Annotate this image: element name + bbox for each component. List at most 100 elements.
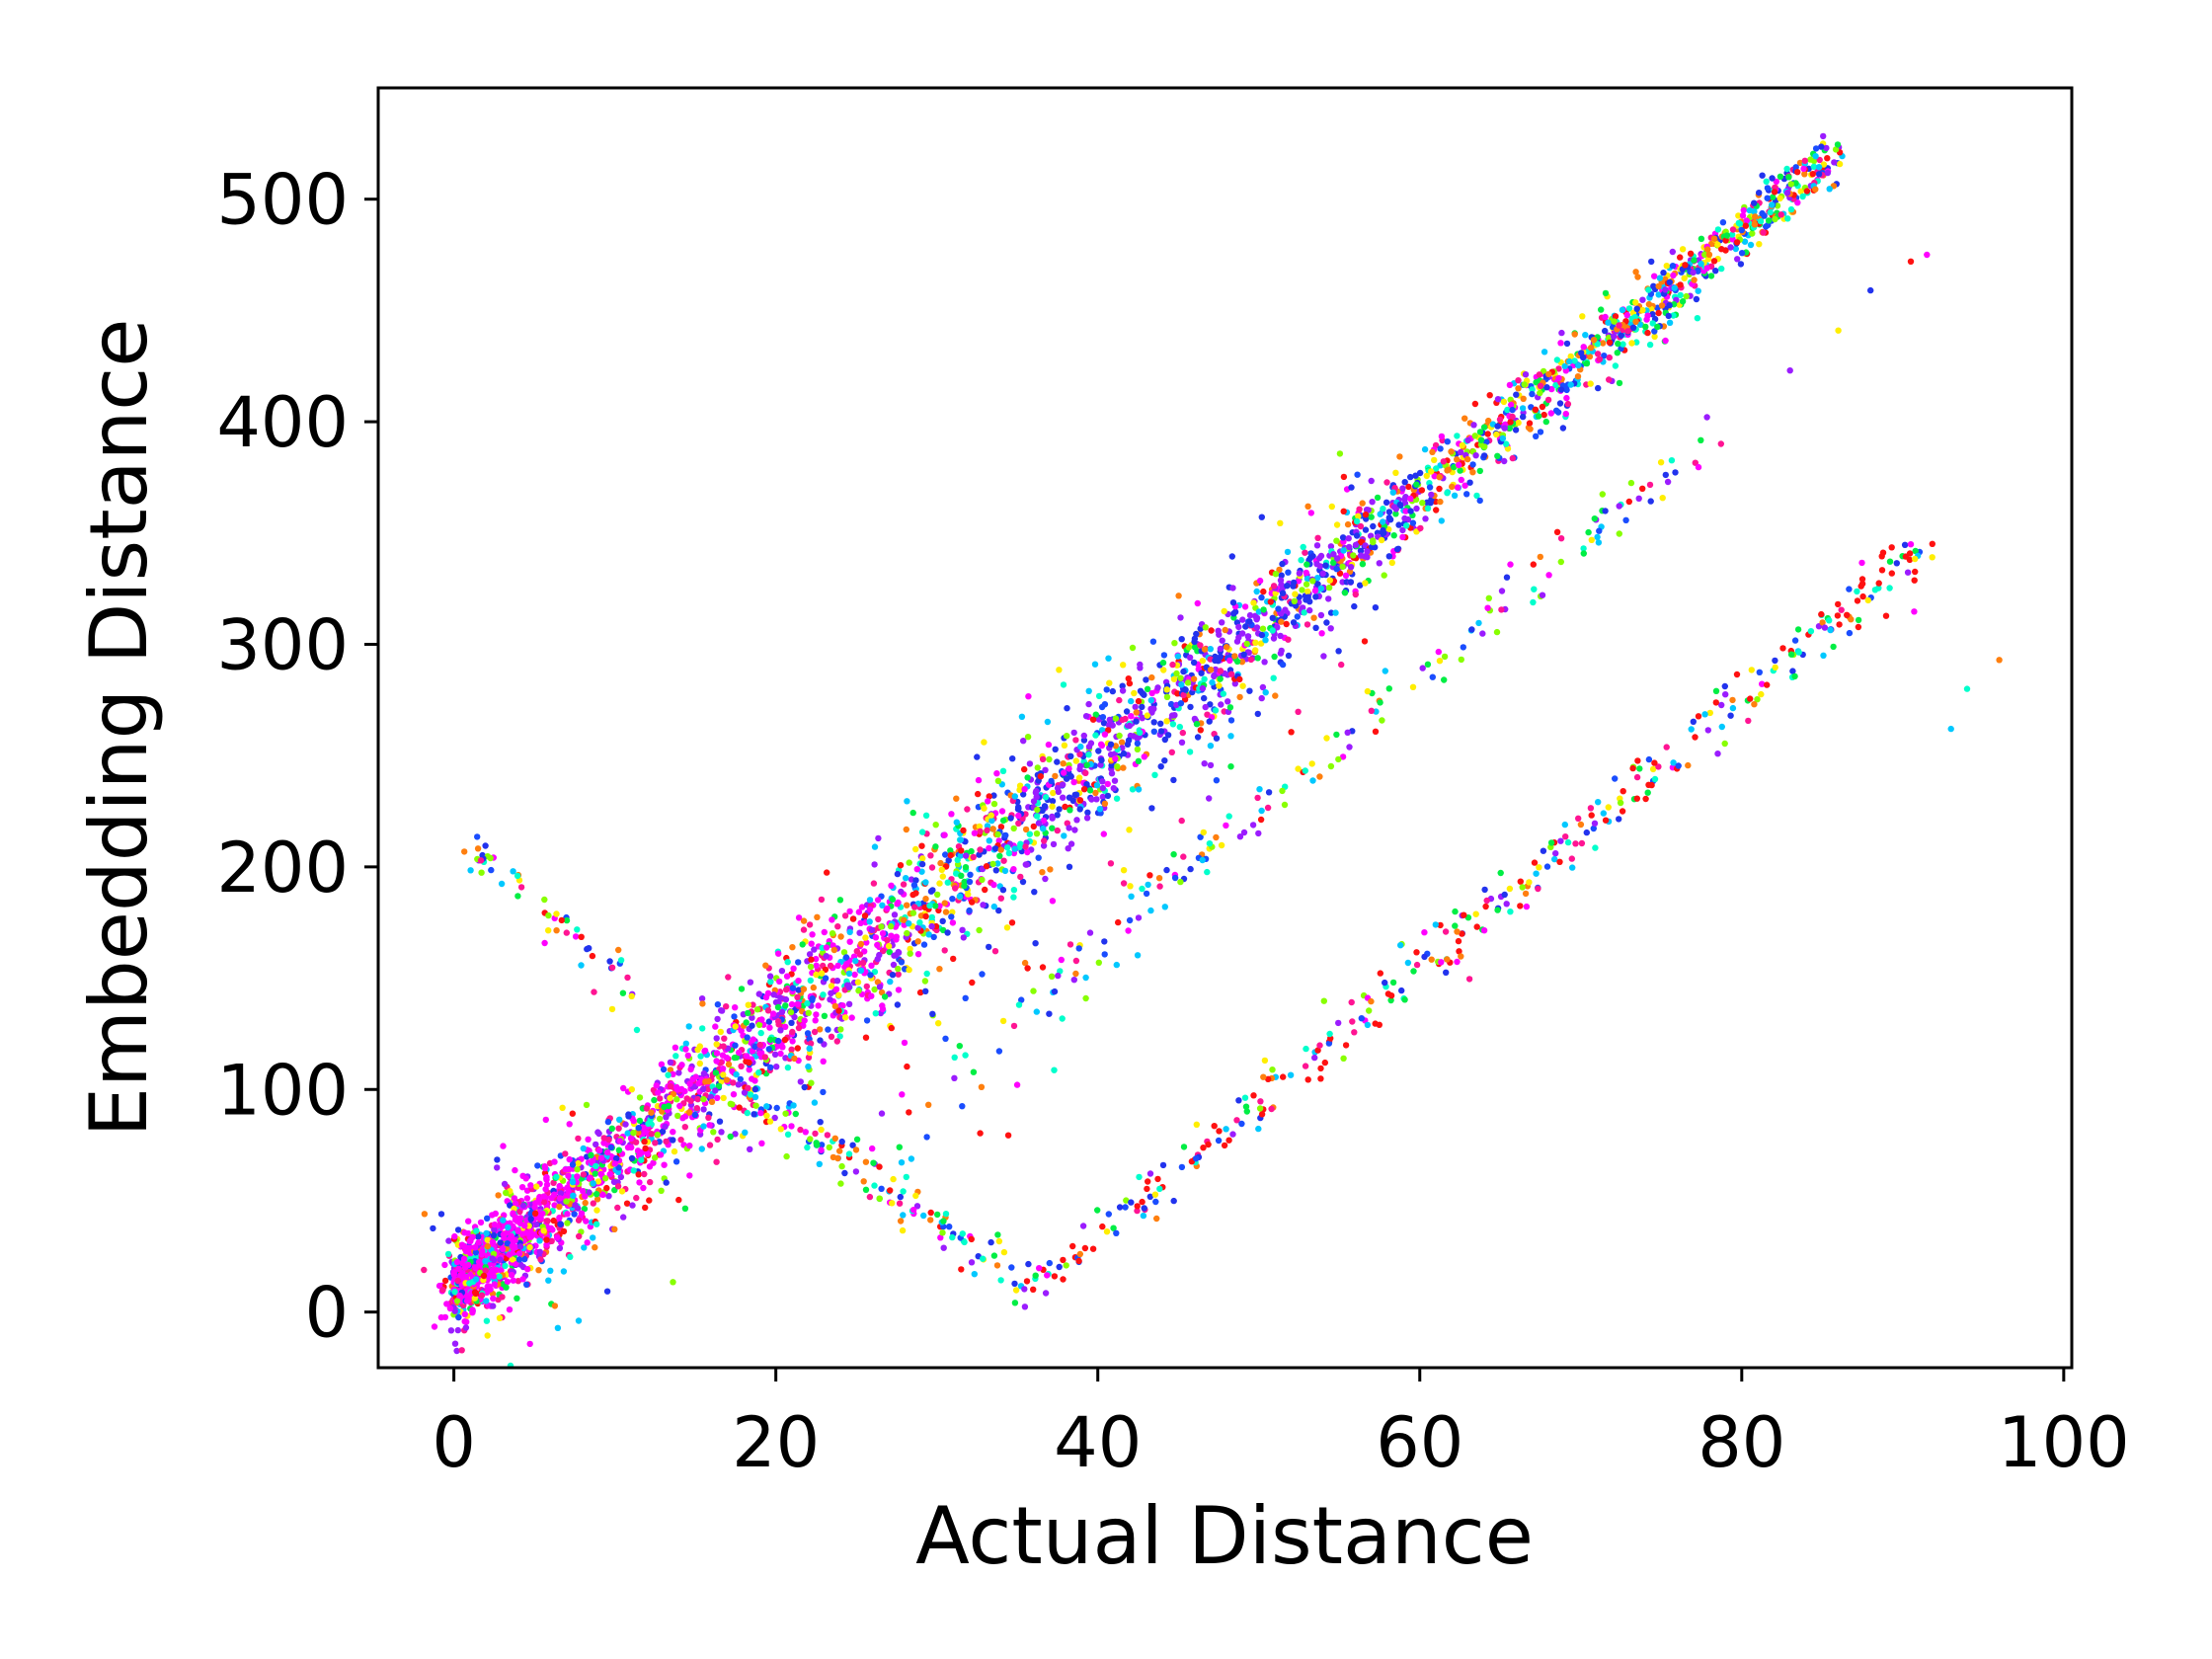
data-point <box>1120 880 1128 887</box>
data-point <box>1134 746 1142 752</box>
data-point <box>845 970 853 978</box>
data-point <box>1457 448 1464 456</box>
data-point <box>1290 619 1298 626</box>
data-point <box>1464 436 1471 444</box>
data-point <box>563 929 570 936</box>
data-point <box>1095 748 1102 754</box>
data-point <box>1358 1015 1366 1022</box>
data-point <box>1433 507 1440 514</box>
data-point <box>672 1044 679 1052</box>
data-point <box>1666 302 1673 309</box>
data-point <box>1468 626 1475 633</box>
data-point <box>1322 562 1329 569</box>
data-point <box>1137 661 1144 669</box>
data-point <box>1303 581 1310 588</box>
data-point <box>1624 328 1631 335</box>
data-point <box>1010 887 1018 894</box>
data-point <box>898 1159 906 1166</box>
data-point <box>1564 838 1572 846</box>
data-point <box>1483 438 1490 445</box>
data-point <box>1785 174 1792 181</box>
data-point <box>1578 839 1586 847</box>
data-point <box>1187 703 1194 711</box>
data-point <box>1385 685 1393 692</box>
data-point <box>1258 694 1265 702</box>
data-point <box>1669 248 1677 256</box>
data-point <box>1215 1137 1223 1145</box>
data-point <box>1382 668 1389 674</box>
data-point <box>1875 580 1882 587</box>
data-point <box>735 1081 742 1088</box>
data-point <box>1070 977 1078 984</box>
data-point <box>1104 792 1112 800</box>
data-point <box>456 1293 463 1300</box>
data-point <box>1005 849 1013 857</box>
data-point <box>1330 559 1337 566</box>
data-point <box>1824 155 1831 162</box>
data-point <box>1634 757 1641 764</box>
data-point <box>1364 548 1371 555</box>
data-point <box>1464 455 1471 463</box>
data-point <box>1008 755 1016 762</box>
data-point <box>856 929 863 936</box>
data-point <box>1694 315 1701 322</box>
data-point <box>592 1141 599 1148</box>
data-point <box>1163 686 1170 693</box>
data-point <box>1778 211 1784 218</box>
data-point <box>1163 718 1170 725</box>
data-point <box>967 871 974 878</box>
data-point <box>617 957 625 964</box>
data-point <box>986 793 992 800</box>
data-point <box>1314 1047 1321 1054</box>
data-point <box>871 843 879 850</box>
data-point <box>918 842 925 849</box>
data-point <box>1277 610 1285 617</box>
data-point <box>1346 744 1353 750</box>
data-point <box>944 879 951 886</box>
data-point <box>580 1188 587 1195</box>
data-point <box>1618 332 1625 339</box>
data-point <box>1605 804 1613 811</box>
data-point <box>506 1251 514 1258</box>
data-point <box>1206 718 1213 725</box>
data-point <box>482 1267 489 1274</box>
data-point <box>636 1094 644 1101</box>
data-point <box>994 860 1001 867</box>
data-point <box>763 1112 770 1120</box>
data-point <box>929 887 936 894</box>
data-point <box>1377 970 1384 977</box>
data-point <box>1407 508 1414 514</box>
data-point <box>968 1235 975 1243</box>
data-point <box>1764 195 1771 201</box>
data-point <box>1503 901 1510 908</box>
data-point <box>560 1227 568 1235</box>
data-point <box>1677 281 1684 288</box>
data-point <box>527 1182 534 1189</box>
data-point <box>747 1091 754 1098</box>
data-point <box>1111 777 1119 784</box>
data-point <box>1588 536 1596 543</box>
data-point <box>699 1025 706 1032</box>
data-point <box>1459 441 1466 449</box>
data-point <box>951 1054 958 1062</box>
data-point <box>1191 644 1199 651</box>
data-point <box>1399 533 1406 541</box>
data-point <box>1022 861 1030 868</box>
data-point <box>945 857 952 864</box>
data-point <box>821 1041 828 1048</box>
data-point <box>1347 564 1355 571</box>
data-point <box>958 847 965 854</box>
data-point <box>1485 594 1493 601</box>
data-point <box>811 946 818 953</box>
data-point <box>1070 729 1077 737</box>
data-point <box>1338 661 1345 669</box>
data-point <box>1128 697 1135 705</box>
data-point <box>1701 251 1708 259</box>
data-point <box>1105 655 1112 662</box>
data-point <box>1022 843 1029 850</box>
data-point <box>545 911 552 919</box>
data-point <box>705 1114 712 1122</box>
data-point <box>941 900 948 907</box>
data-point <box>1127 883 1134 890</box>
